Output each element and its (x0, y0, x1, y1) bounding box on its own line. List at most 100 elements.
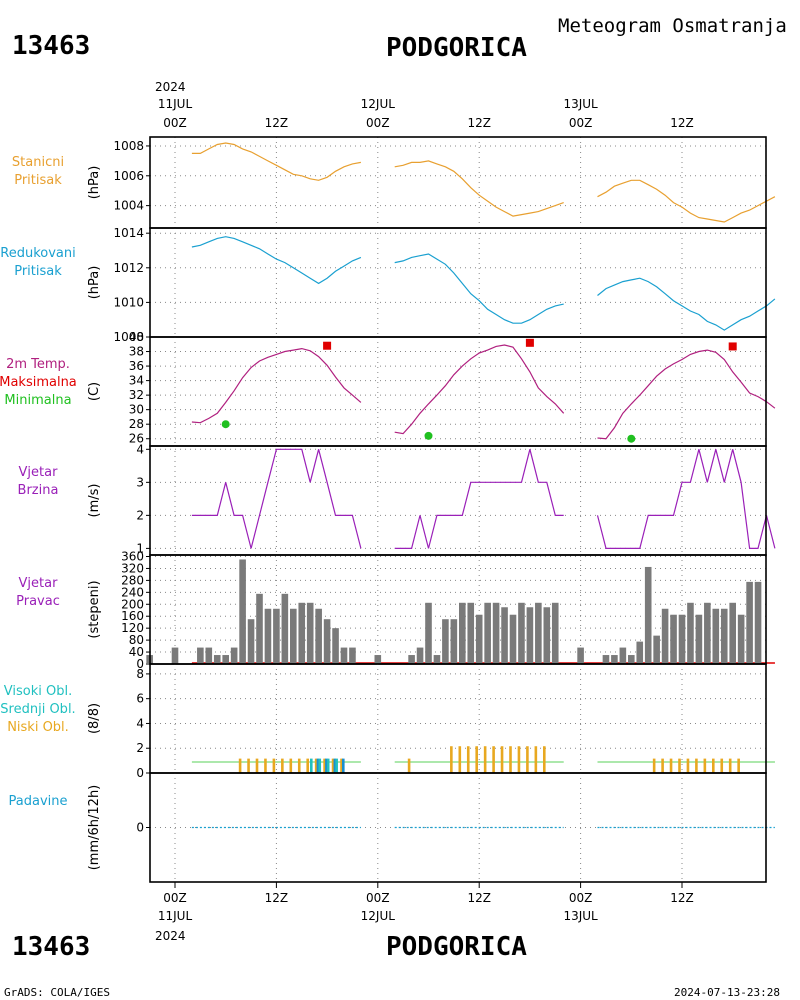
bottom-date-label: 12JUL (361, 909, 396, 923)
wind-direction-bar (205, 647, 213, 664)
series-line (394, 253, 564, 324)
wind-direction-bar (704, 602, 711, 664)
cloud-bar (326, 758, 330, 773)
cloud-bar (264, 758, 267, 773)
panel-label: Srednji Obl. (0, 702, 75, 717)
wind-direction-bar (459, 602, 466, 664)
wind-direction-bar (754, 581, 762, 664)
y-tick-label: 28 (129, 417, 144, 431)
cloud-bar (331, 758, 335, 773)
top-year: 2024 (155, 80, 186, 94)
wind-direction-bar (323, 619, 331, 664)
cloud-bar (340, 758, 343, 773)
y-tick-label: 1012 (113, 261, 144, 275)
wind-direction-bar (442, 619, 449, 664)
wind-direction-bar (273, 608, 280, 664)
cloud-bar (318, 758, 322, 773)
y-tick-label: 240 (121, 585, 144, 599)
y-tick-label: 3 (136, 475, 144, 489)
panel-label: Pritisak (14, 173, 62, 188)
panel-label: 2m Temp. (6, 357, 70, 372)
y-tick-label: 0 (136, 766, 144, 780)
panel-frame (149, 136, 767, 229)
wind-direction-bar (230, 647, 238, 664)
y-axis-label: (mm/6h/12h) (87, 785, 102, 871)
panel-label: Visoki Obl. (4, 684, 72, 699)
top-date-label: 13JUL (563, 97, 598, 111)
cloud-bar (297, 758, 301, 773)
y-tick-label: 8 (136, 667, 144, 681)
cloud-bar (323, 758, 326, 773)
panel-label: Padavine (9, 794, 68, 809)
wind-direction-bar (247, 619, 255, 664)
cloud-bar (289, 758, 293, 773)
cloud-bar (720, 758, 724, 773)
tmax-marker (323, 341, 332, 350)
y-tick-label: 4 (136, 442, 144, 456)
cloud-bar (526, 746, 529, 773)
panel-frame (149, 663, 767, 774)
tmin-marker (627, 434, 636, 443)
bottom-hour-label: 00Z (569, 891, 593, 905)
panel-label: Minimalna (4, 393, 71, 408)
wind-direction-bar (433, 655, 441, 664)
panel-label: Vjetar (19, 576, 59, 591)
wind-direction-bar (425, 602, 432, 664)
bottom-hour-label: 12Z (467, 891, 491, 905)
series-line (191, 142, 362, 181)
panels: 100410061008(hPa)StanicniPritisak1008101… (0, 136, 776, 883)
panel-label: Brzina (18, 483, 59, 498)
cloud-bar (500, 746, 504, 773)
wind-direction-bar (171, 647, 179, 664)
wind-direction-bar (518, 602, 525, 664)
cloud-bar (342, 758, 345, 773)
cloud-bar (678, 758, 681, 773)
wind-direction-bar (315, 608, 322, 664)
wind-direction-bar (222, 655, 229, 664)
wind-direction-bar (374, 655, 382, 664)
wind-direction-bar (678, 614, 686, 664)
wind-direction-bar (526, 607, 534, 664)
series-line (394, 449, 564, 550)
wind-direction-bar (408, 655, 415, 664)
cloud-bar (333, 758, 337, 773)
station-id: 13463 (12, 31, 90, 61)
y-axis-label: (C) (87, 382, 102, 401)
series-line (597, 349, 776, 440)
cloud-bar (407, 758, 411, 773)
top-time-axis: 11JUL 00Z 12Z 12JUL 00Z 12Z 13JUL 00Z 12Z (158, 97, 694, 130)
panel-precipitation: 0 (mm/6h/12h) Padavine (9, 772, 775, 883)
y-tick-label: 360 (121, 549, 144, 563)
wind-direction-bar (628, 655, 635, 664)
cloud-bar (669, 758, 673, 773)
bottom-hour-label: 00Z (366, 891, 390, 905)
y-tick-label: 1004 (113, 199, 144, 213)
cloud-bar (728, 758, 732, 773)
y-tick-label: 2 (136, 508, 144, 522)
wind-direction-bar (551, 602, 559, 664)
cloud-bar (492, 746, 495, 773)
cloud-bar (695, 758, 698, 773)
series-line (596, 449, 776, 550)
panel-frame (149, 772, 767, 883)
bottom-hour-label: 12Z (265, 891, 289, 905)
panel-station_pressure: 1004 1006 1008 (hPa) Stanicni Pritisak (12, 136, 776, 229)
bottom-date-label: 13JUL (563, 909, 598, 923)
y-tick-label: 40 (129, 645, 144, 659)
wind-direction-bar (509, 614, 517, 664)
top-date-label: 11JUL (158, 97, 193, 111)
y-tick-label: 320 (121, 561, 144, 575)
y-tick-label: 1006 (113, 169, 144, 183)
y-tick-label: 1014 (113, 226, 144, 240)
y-tick-label: 0 (136, 657, 144, 671)
series-line (597, 277, 776, 331)
wind-direction-bar (492, 602, 500, 664)
wind-direction-bar (501, 607, 508, 664)
y-tick-label: 26 (129, 432, 144, 446)
wind-direction-bar (349, 647, 356, 664)
top-hour-label: 00Z (569, 116, 593, 130)
footer-timestamp: 2024-07-13-23:28 (674, 986, 780, 999)
top-hour-label: 00Z (366, 116, 390, 130)
tmin-marker (424, 431, 433, 440)
bottom-hour-label: 00Z (163, 891, 187, 905)
